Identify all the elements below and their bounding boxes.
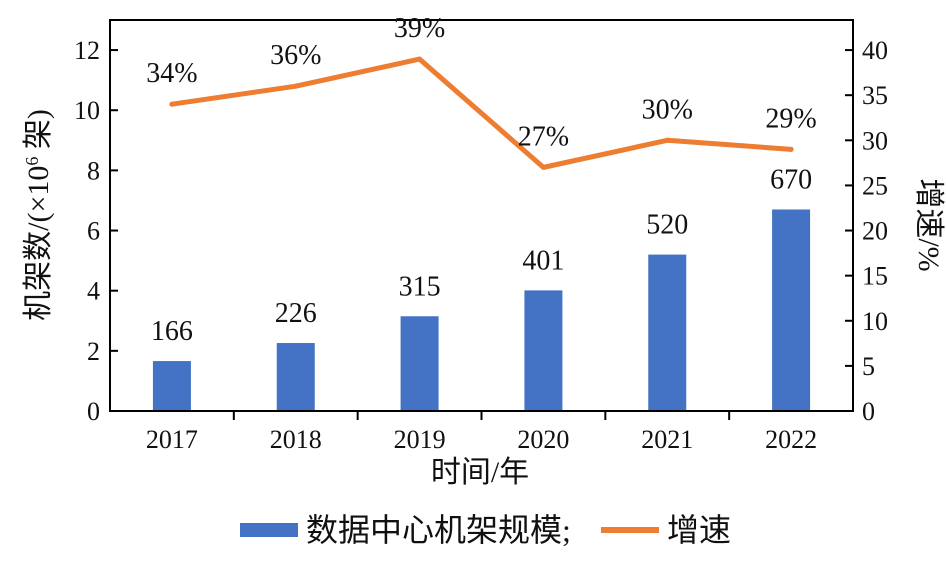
y-tick-label-4: 4: [87, 277, 100, 306]
growth-label-2018: 36%: [270, 40, 321, 71]
y-tick-label-2: 2: [87, 337, 100, 366]
y2-tick-label-10: 10: [862, 307, 888, 336]
growth-point-2018: [293, 83, 299, 89]
y-tick-label-0: 0: [87, 397, 100, 426]
growth-label-2020: 27%: [518, 121, 569, 152]
plot-frame: [109, 19, 854, 420]
x-tick-label-2017: 2017: [146, 425, 198, 454]
bar-label-2019: 315: [399, 271, 441, 302]
y2-tick-label-25: 25: [862, 171, 888, 200]
x-tick-label-2021: 2021: [641, 425, 693, 454]
y-axis-title-exp: 6: [22, 157, 42, 166]
x-axis-title: 时间/年: [431, 456, 529, 489]
plot-border: [109, 19, 854, 412]
bar-2022: [772, 209, 811, 411]
growth-label-2022: 29%: [765, 103, 816, 134]
growth-label-2021: 30%: [642, 94, 693, 125]
y2-tick-label-5: 5: [862, 352, 875, 381]
x-tick-label-2022: 2022: [765, 425, 817, 454]
bar-2020: [524, 290, 563, 411]
growth-point-2021: [664, 137, 670, 143]
bar-label-2018: 226: [275, 298, 317, 329]
y2-tick-label-15: 15: [862, 262, 888, 291]
x-tick-label-2019: 2019: [394, 425, 446, 454]
y2-axis-title: 增速/%: [912, 178, 945, 271]
growth-label-2019: 39%: [394, 13, 445, 44]
growth-point-2019: [417, 56, 423, 62]
y2-tick-label-30: 30: [862, 126, 888, 155]
y-tick-label-6: 6: [87, 217, 100, 246]
bar-2019: [400, 316, 439, 411]
growth-point-2020: [540, 164, 546, 170]
x-tick-label-2018: 2018: [270, 425, 322, 454]
bar-label-2017: 166: [151, 316, 193, 347]
growth-label-2017: 34%: [146, 58, 197, 89]
legend-bar-label: 数据中心机架规模;: [306, 512, 571, 548]
bar-label-2020: 401: [522, 245, 564, 276]
bar-2018: [276, 343, 315, 411]
bar-2021: [648, 254, 687, 411]
legend-line-label: 增速: [667, 512, 731, 548]
y-tick-label-12: 12: [74, 36, 100, 65]
legend-bar-swatch: [240, 523, 298, 537]
growth-line-layer: [169, 56, 794, 170]
y2-tick-label-20: 20: [862, 217, 888, 246]
x-tick-label-2020: 2020: [517, 425, 569, 454]
y2-tick-label-35: 35: [862, 81, 888, 110]
y2-tick-label-40: 40: [862, 36, 888, 65]
growth-point-2017: [169, 101, 175, 107]
bar-2017: [152, 361, 191, 411]
growth-point-2022: [788, 146, 794, 152]
y2-tick-label-0: 0: [862, 397, 875, 426]
y-tick-label-8: 8: [87, 156, 100, 185]
y-axis-title-base: 机架数/(×10: [22, 166, 55, 321]
bar-label-2021: 520: [646, 210, 688, 241]
y-tick-label-10: 10: [74, 96, 100, 125]
y-axis-title-tail: 架): [22, 109, 55, 157]
y-axis-title: 机架数/(×106 架): [22, 109, 55, 321]
growth-line: [169, 56, 794, 170]
bars-layer: [152, 209, 811, 411]
bar-label-2022: 670: [770, 164, 812, 195]
legend: 数据中心机架规模; 增速: [240, 512, 731, 548]
